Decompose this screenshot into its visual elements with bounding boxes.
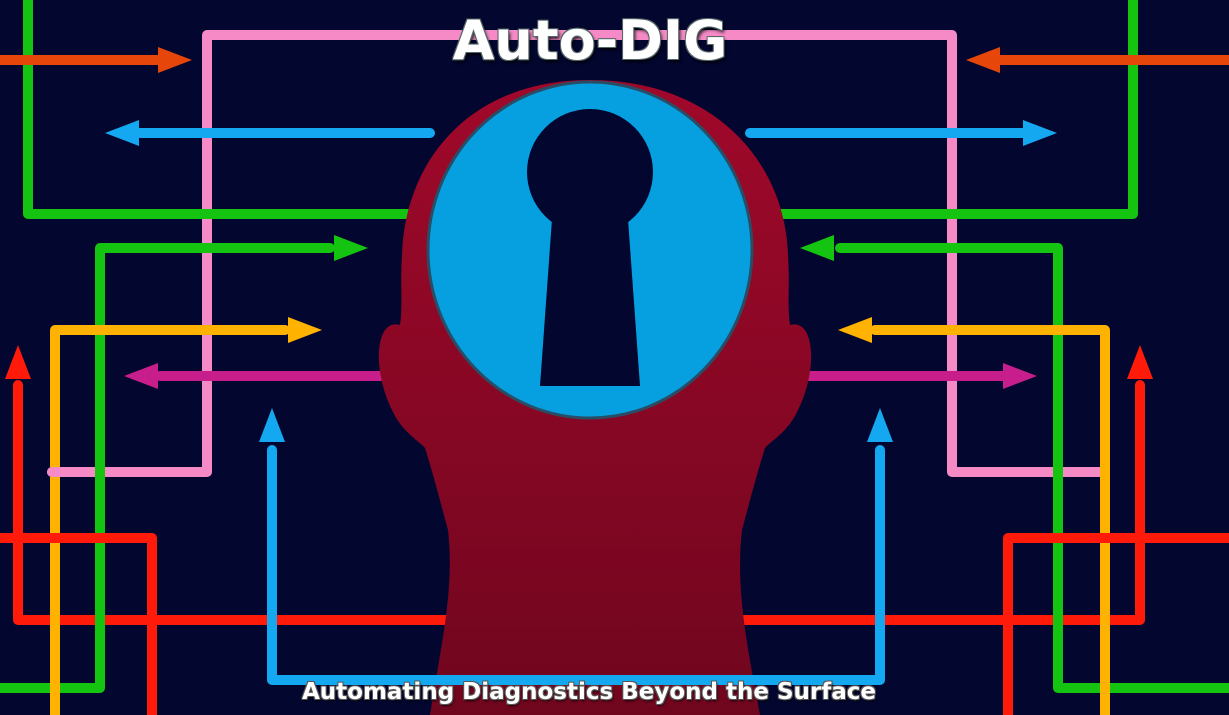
green-arrow-line bbox=[835, 243, 1229, 693]
blue-arrowhead-icon bbox=[1023, 120, 1057, 146]
red-line bbox=[725, 380, 1145, 625]
blue-arrowhead-icon bbox=[867, 408, 893, 442]
blue-arrowhead-icon bbox=[259, 408, 285, 442]
red-line bbox=[1003, 533, 1229, 715]
magenta-arrowhead-icon bbox=[1003, 363, 1037, 389]
arrowheads bbox=[5, 47, 1153, 442]
banner-subtitle: Automating Diagnostics Beyond the Surfac… bbox=[301, 679, 876, 705]
orange-arrowhead-icon bbox=[966, 47, 1000, 73]
banner-title: Auto-DIG bbox=[452, 9, 728, 72]
yellow-arrow-line bbox=[50, 325, 290, 715]
green-arrowhead-icon bbox=[334, 235, 368, 261]
red-arrowhead-icon bbox=[5, 345, 31, 379]
yellow-arrowhead-icon bbox=[288, 317, 322, 343]
connector-lines bbox=[0, 0, 1229, 625]
magenta-arrowhead-icon bbox=[124, 363, 158, 389]
red-arrowhead-icon bbox=[1127, 345, 1153, 379]
connector-lines-front bbox=[0, 243, 1229, 715]
keyhole-top bbox=[527, 109, 653, 235]
green-line bbox=[23, 0, 425, 219]
blue-line bbox=[267, 445, 885, 685]
yellow-arrow-line bbox=[870, 325, 1110, 715]
yellow-arrowhead-icon bbox=[838, 317, 872, 343]
green-arrowhead-icon bbox=[800, 235, 834, 261]
green-line bbox=[775, 0, 1138, 219]
blue-arrowhead-icon bbox=[105, 120, 139, 146]
red-line bbox=[13, 380, 455, 625]
pink-line bbox=[47, 30, 1110, 477]
orange-arrowhead-icon bbox=[158, 47, 192, 73]
keyhole-icon bbox=[426, 80, 754, 420]
keyhole-stem bbox=[540, 205, 640, 386]
red-line bbox=[0, 533, 157, 715]
